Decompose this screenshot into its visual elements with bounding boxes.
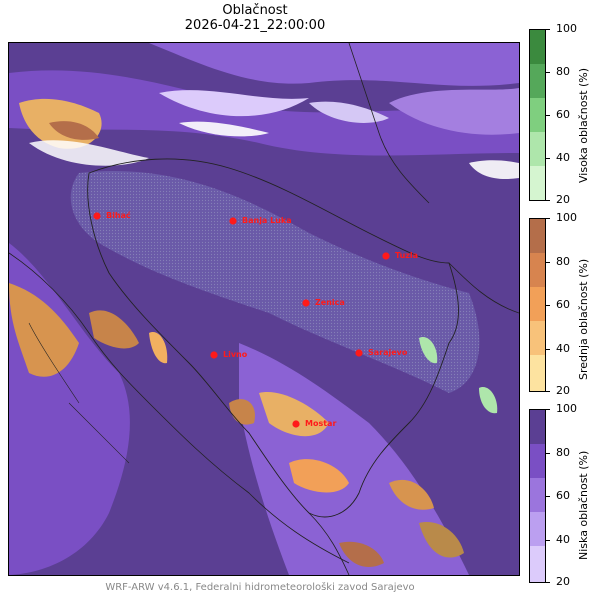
city-label-tuzla: Tuzla: [395, 251, 418, 260]
mid-cloud-patch: [289, 459, 349, 493]
mid-cloud-patch: [9, 283, 79, 377]
map-title: Oblačnost: [222, 3, 288, 18]
city-markers: Bihać Banja Luka Tuzla Zenica Livno Sara…: [93, 210, 418, 428]
country-border: [448, 262, 519, 314]
colorbar-segment: [530, 546, 545, 582]
tick-low-80: 80: [556, 446, 570, 459]
city-label-sarajevo: Sarajevo: [368, 348, 408, 357]
mid-cloud-patch: [419, 522, 464, 558]
colorbar-low: [529, 409, 546, 583]
tick-mid-80: 80: [556, 255, 570, 268]
colorbar-segment: [530, 166, 545, 200]
colorbar-low-label: Niska oblačnost (%): [577, 450, 590, 560]
tick-low-20: 20: [556, 575, 570, 588]
colorbar-mid: [529, 218, 546, 392]
colorbar-segment: [530, 98, 545, 132]
mid-cloud-patch: [89, 310, 139, 349]
cloud-band: [389, 88, 519, 135]
cloud-band: [309, 101, 389, 123]
colorbar-segment: [530, 253, 545, 287]
colorbar-high: [529, 29, 546, 201]
high-cloud-patch: [479, 387, 498, 414]
mid-cloud-patch: [49, 121, 99, 140]
mid-cloud-patch: [389, 479, 434, 510]
colorbar-segment: [530, 410, 545, 444]
clear-patch: [179, 121, 269, 137]
city-marker-mostar: [292, 420, 300, 428]
coastline: [9, 252, 350, 564]
tick-high-40: 40: [556, 151, 570, 164]
clear-patch: [29, 140, 149, 166]
colorbar-segment: [530, 287, 545, 321]
footer-credit: WRF-ARW v4.6.1, Federalni hidrometeorolo…: [105, 582, 415, 593]
mid-cloud-patch: [339, 541, 384, 567]
coastline: [28, 322, 130, 464]
colorbar-segment: [530, 478, 545, 512]
tick-high-100: 100: [556, 22, 577, 35]
cloud-cover-map: Bihać Banja Luka Tuzla Zenica Livno Sara…: [8, 42, 520, 576]
colorbar-segment: [530, 132, 545, 166]
colorbar-segment: [530, 444, 545, 478]
high-cloud-patch: [419, 337, 438, 364]
map-canvas: Bihać Banja Luka Tuzla Zenica Livno Sara…: [9, 43, 519, 575]
tick-high-20: 20: [556, 193, 570, 206]
tick-high-80: 80: [556, 65, 570, 78]
colorbar-segment: [530, 64, 545, 98]
city-marker-banja-luka: [229, 217, 237, 225]
colorbar-segment: [530, 30, 545, 64]
mid-cloud-patch: [149, 332, 168, 364]
tick-mid-20: 20: [556, 384, 570, 397]
cloud-band: [159, 90, 309, 117]
city-marker-tuzla: [382, 252, 390, 260]
tick-high-60: 60: [556, 108, 570, 121]
city-label-banja-luka: Banja Luka: [242, 216, 292, 225]
city-label-zenica: Zenica: [315, 298, 345, 307]
mid-cloud-patch: [259, 392, 329, 437]
country-border: [348, 43, 430, 204]
tick-mid-40: 40: [556, 342, 570, 355]
colorbar-high-label: Visoka oblačnost (%): [577, 67, 590, 183]
city-marker-bihac: [93, 212, 101, 220]
country-border: [308, 512, 350, 575]
map-datetime: 2026-04-21_22:00:00: [184, 18, 326, 33]
colorbar-segment: [530, 355, 545, 391]
city-label-mostar: Mostar: [305, 419, 336, 428]
city-marker-sarajevo: [355, 349, 363, 357]
tick-mid-100: 100: [556, 211, 577, 224]
clear-patch: [469, 160, 519, 180]
colorbar-segment: [530, 219, 545, 253]
city-label-bihac: Bihać: [106, 210, 131, 220]
tick-low-60: 60: [556, 489, 570, 502]
city-label-livno: Livno: [223, 350, 248, 359]
tick-low-40: 40: [556, 533, 570, 546]
tick-mid-60: 60: [556, 298, 570, 311]
colorbar-segment: [530, 512, 545, 546]
city-marker-livno: [210, 351, 218, 359]
tick-low-100: 100: [556, 402, 577, 415]
country-border: [87, 158, 459, 518]
cloud-band: [149, 43, 519, 86]
colorbar-mid-label: Srednja oblačnost (%): [577, 258, 590, 380]
colorbar-segment: [530, 321, 545, 355]
hatched-cloud-band: [70, 171, 480, 393]
city-marker-zenica: [302, 299, 310, 307]
